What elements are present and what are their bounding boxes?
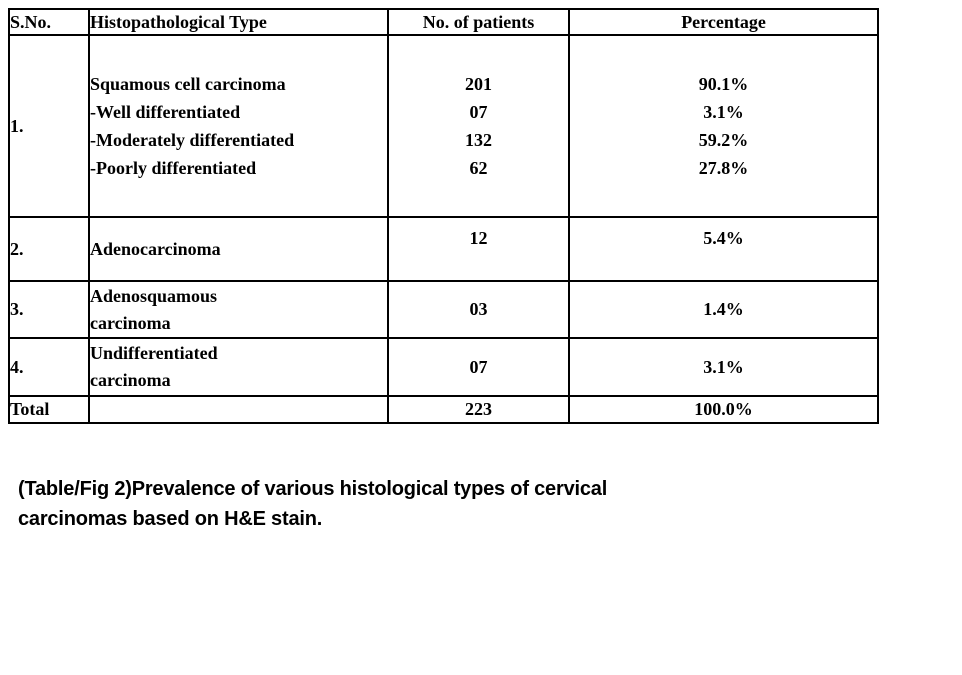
caption-line-2: carcinomas based on H&E stain.	[18, 508, 323, 530]
header-type: Histopathological Type	[88, 8, 389, 36]
caption-line-1: (Table/Fig 2)Prevalence of various histo…	[18, 478, 608, 500]
table-row-squamous: 1. Squamous cell carcinoma -Well differe…	[8, 34, 879, 218]
table-row-total: Total 223 100.0%	[8, 395, 879, 424]
cell-percentage: 90.1% 3.1% 59.2% 27.8%	[568, 34, 879, 218]
cell-sno: 1.	[8, 34, 90, 218]
cell-total-label: Total	[8, 395, 90, 424]
cell-total-percentage: 100.0%	[568, 395, 879, 424]
cell-type: Undifferentiated carcinoma	[88, 337, 389, 397]
cell-total-patients: 223	[387, 395, 570, 424]
cell-percentage: 5.4%	[568, 216, 879, 282]
cell-sno: 4.	[8, 337, 90, 397]
table-header-row: S.No. Histopathological Type No. of pati…	[8, 8, 879, 36]
header-patients: No. of patients	[387, 8, 570, 36]
cell-patients: 12	[387, 216, 570, 282]
table-row-undifferentiated: 4. Undifferentiated carcinoma 07 3.1%	[8, 337, 879, 397]
table-caption: (Table/Fig 2)Prevalence of various histo…	[18, 474, 808, 534]
histopathology-table: S.No. Histopathological Type No. of pati…	[8, 8, 879, 424]
table-row-adenocarcinoma: 2. Adenocarcinoma 12 5.4%	[8, 216, 879, 282]
cell-type: Squamous cell carcinoma -Well differenti…	[88, 34, 389, 218]
cell-total-type-empty	[88, 395, 389, 424]
cell-sno: 2.	[8, 216, 90, 282]
table-row-adenosquamous: 3. Adenosquamous carcinoma 03 1.4%	[8, 280, 879, 339]
cell-sno: 3.	[8, 280, 90, 339]
cell-patients: 07	[387, 337, 570, 397]
header-sno: S.No.	[8, 8, 90, 36]
cell-percentage: 3.1%	[568, 337, 879, 397]
cell-patients: 201 07 132 62	[387, 34, 570, 218]
cell-type: Adenocarcinoma	[88, 216, 389, 282]
cell-percentage: 1.4%	[568, 280, 879, 339]
cell-patients: 03	[387, 280, 570, 339]
cell-type: Adenosquamous carcinoma	[88, 280, 389, 339]
header-percentage: Percentage	[568, 8, 879, 36]
